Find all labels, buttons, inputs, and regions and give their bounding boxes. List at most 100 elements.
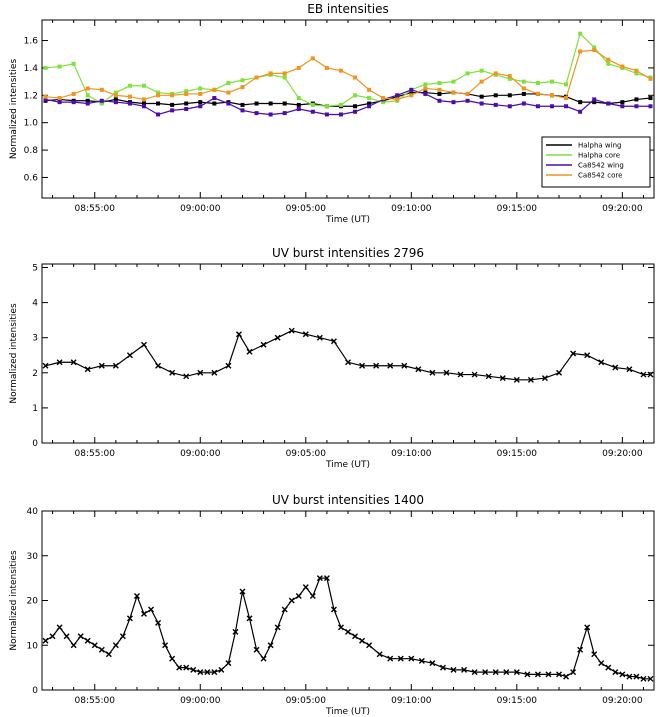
y-tick-label: 40 — [27, 507, 39, 517]
data-point — [197, 369, 204, 376]
data-point — [620, 100, 625, 105]
data-point — [282, 101, 287, 106]
data-point — [260, 655, 267, 662]
data-point — [521, 79, 526, 84]
data-point — [98, 362, 105, 369]
data-point — [162, 642, 169, 649]
data-point — [127, 83, 132, 88]
data-point — [295, 593, 302, 600]
x-tick-label: 09:15:00 — [497, 449, 538, 459]
series-line — [45, 32, 651, 107]
data-point — [141, 610, 147, 617]
legend-label: Ca8542 wing — [578, 162, 624, 170]
y-tick-label: 1.4 — [24, 64, 39, 74]
data-point — [268, 71, 273, 76]
data-point — [190, 666, 197, 673]
data-point — [267, 642, 274, 649]
data-point — [503, 669, 510, 676]
data-point — [409, 93, 414, 98]
data-point — [577, 646, 584, 653]
x-axis-label: Time (UT) — [325, 460, 370, 470]
data-point — [415, 366, 422, 373]
data-point — [198, 100, 203, 105]
data-point — [479, 68, 484, 73]
data-point — [198, 104, 203, 109]
data-point — [471, 669, 478, 676]
data-point — [240, 108, 245, 113]
data-point — [443, 369, 450, 376]
data-point — [211, 669, 218, 676]
x-tick-label: 09:00:00 — [180, 449, 221, 459]
data-point — [634, 104, 639, 109]
legend-label: Halpha wing — [578, 142, 621, 150]
data-point — [112, 362, 119, 369]
data-point — [254, 101, 259, 106]
x-tick-label: 09:05:00 — [286, 449, 327, 459]
data-point — [282, 75, 287, 80]
y-tick-label: 0.6 — [24, 173, 39, 183]
x-tick-label: 09:15:00 — [497, 696, 538, 706]
x-tick-label: 09:05:00 — [286, 204, 327, 214]
data-point — [338, 102, 343, 107]
data-point — [246, 615, 253, 622]
data-point — [437, 98, 442, 103]
data-point — [183, 373, 190, 380]
data-point — [409, 90, 414, 95]
y-tick-label: 10 — [27, 641, 39, 651]
data-point — [633, 673, 640, 680]
data-point — [142, 101, 146, 106]
data-point — [598, 660, 605, 667]
data-point — [268, 112, 273, 117]
data-point — [310, 109, 315, 114]
data-point — [169, 655, 176, 662]
data-point — [274, 334, 281, 341]
data-point — [197, 669, 204, 676]
data-point — [71, 61, 76, 66]
data-point — [184, 89, 189, 94]
data-point — [493, 93, 498, 98]
data-point — [345, 628, 351, 635]
data-point — [591, 651, 598, 658]
data-point — [634, 71, 639, 76]
data-point — [395, 97, 400, 102]
data-point — [226, 80, 231, 85]
data-point — [647, 675, 654, 682]
data-point — [545, 671, 552, 678]
data-point — [612, 669, 619, 676]
data-point — [198, 86, 203, 91]
data-point — [451, 79, 456, 84]
series-ca8542-core — [43, 48, 653, 102]
data-point — [84, 637, 91, 644]
x-tick-label: 09:20:00 — [602, 204, 643, 214]
data-point — [323, 575, 330, 582]
y-tick-label: 4 — [32, 299, 38, 309]
data-point — [584, 352, 591, 359]
data-point — [99, 87, 104, 92]
data-point — [84, 366, 91, 373]
data-point — [640, 675, 647, 682]
data-point — [541, 375, 548, 382]
series-line — [45, 577, 651, 680]
chart-title: UV burst intensities 1400 — [272, 493, 424, 507]
data-point — [465, 98, 470, 103]
data-point — [578, 31, 583, 36]
data-point — [606, 61, 611, 66]
data-point — [479, 101, 484, 106]
data-point — [142, 83, 146, 88]
data-point — [170, 108, 175, 113]
data-point — [133, 593, 140, 600]
data-point — [105, 651, 112, 658]
data-point — [471, 371, 478, 378]
data-point — [367, 101, 372, 106]
x-tick-label: 08:55:00 — [75, 204, 116, 214]
data-point — [113, 97, 118, 102]
data-point — [648, 76, 653, 81]
legend: Halpha wing Halpha core Ca8542 wing Ca8542 … — [541, 136, 651, 188]
data-point — [423, 86, 428, 91]
data-point — [226, 101, 231, 106]
data-point — [527, 376, 534, 383]
data-point — [113, 90, 118, 95]
data-point — [493, 71, 498, 76]
data-point — [550, 104, 554, 109]
data-point — [85, 98, 90, 103]
